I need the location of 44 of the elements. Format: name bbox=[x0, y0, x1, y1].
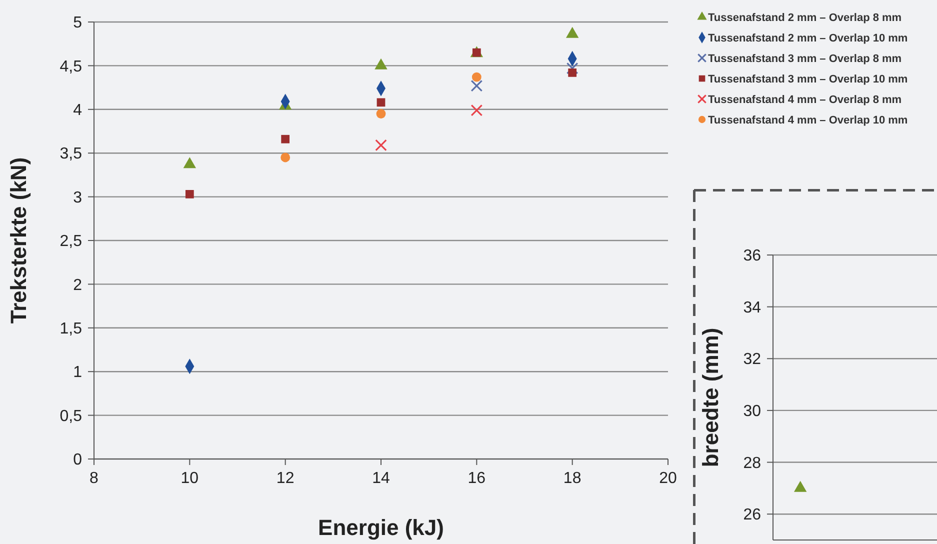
y-tick-label: 36 bbox=[743, 248, 762, 265]
x-tick-label: 10 bbox=[180, 470, 199, 487]
x-tick-label: 16 bbox=[468, 470, 486, 487]
y-tick-label: 5 bbox=[73, 14, 82, 32]
y-tick-label: 4 bbox=[73, 102, 82, 119]
y-tick-label: 0,5 bbox=[60, 408, 82, 425]
legend-label: Tussenafstand 2 mm – Overlap 10 mm bbox=[708, 32, 908, 44]
y-tick-label: 32 bbox=[743, 351, 762, 368]
y-tick-label: 2 bbox=[73, 276, 82, 294]
y-tick-label: 34 bbox=[743, 299, 762, 316]
legend-label: Tussenafstand 4 mm – Overlap 8 mm bbox=[708, 94, 902, 106]
y-tick-label: 1 bbox=[73, 364, 82, 382]
y-axis-title: breedte (mm) bbox=[698, 328, 723, 468]
y-tick-label: 28 bbox=[743, 454, 762, 472]
point bbox=[375, 139, 387, 152]
point bbox=[470, 80, 483, 92]
point bbox=[376, 109, 386, 118]
x-axis-title: Energie (kJ) bbox=[318, 515, 444, 540]
point bbox=[470, 104, 483, 116]
point bbox=[280, 152, 290, 162]
y-tick-label: 3 bbox=[73, 189, 82, 206]
y-tick-label: 1,5 bbox=[60, 320, 82, 338]
point bbox=[185, 190, 194, 198]
x-tick-label: 14 bbox=[372, 470, 390, 487]
legend-label: Tussenafstand 3 mm – Overlap 10 mm bbox=[708, 73, 908, 86]
y-tick-label: 4,5 bbox=[60, 58, 82, 76]
legend-label: Tussenafstand 2 mm – Overlap 8 mm bbox=[708, 12, 902, 24]
y-tick-label: 0 bbox=[73, 452, 82, 469]
y-tick-label: 30 bbox=[743, 403, 762, 420]
point bbox=[566, 62, 578, 74]
point bbox=[376, 98, 386, 107]
point bbox=[568, 68, 577, 77]
y-tick-label: 26 bbox=[743, 506, 762, 524]
x-tick-label: 20 bbox=[659, 470, 677, 487]
x-tick-label: 18 bbox=[563, 470, 582, 487]
x-tick-label: 8 bbox=[90, 470, 99, 487]
y-tick-label: 3,5 bbox=[60, 146, 82, 163]
x-tick-label: 12 bbox=[276, 470, 294, 487]
legend-label: Tussenafstand 3 mm – Overlap 8 mm bbox=[708, 52, 902, 65]
legend-label: Tussenafstand 4 mm – Overlap 10 mm bbox=[708, 114, 908, 126]
y-tick-label: 2,5 bbox=[60, 233, 82, 250]
point bbox=[472, 72, 482, 82]
point bbox=[281, 134, 290, 144]
y-axis-title: Treksterkte (kN) bbox=[6, 157, 31, 324]
